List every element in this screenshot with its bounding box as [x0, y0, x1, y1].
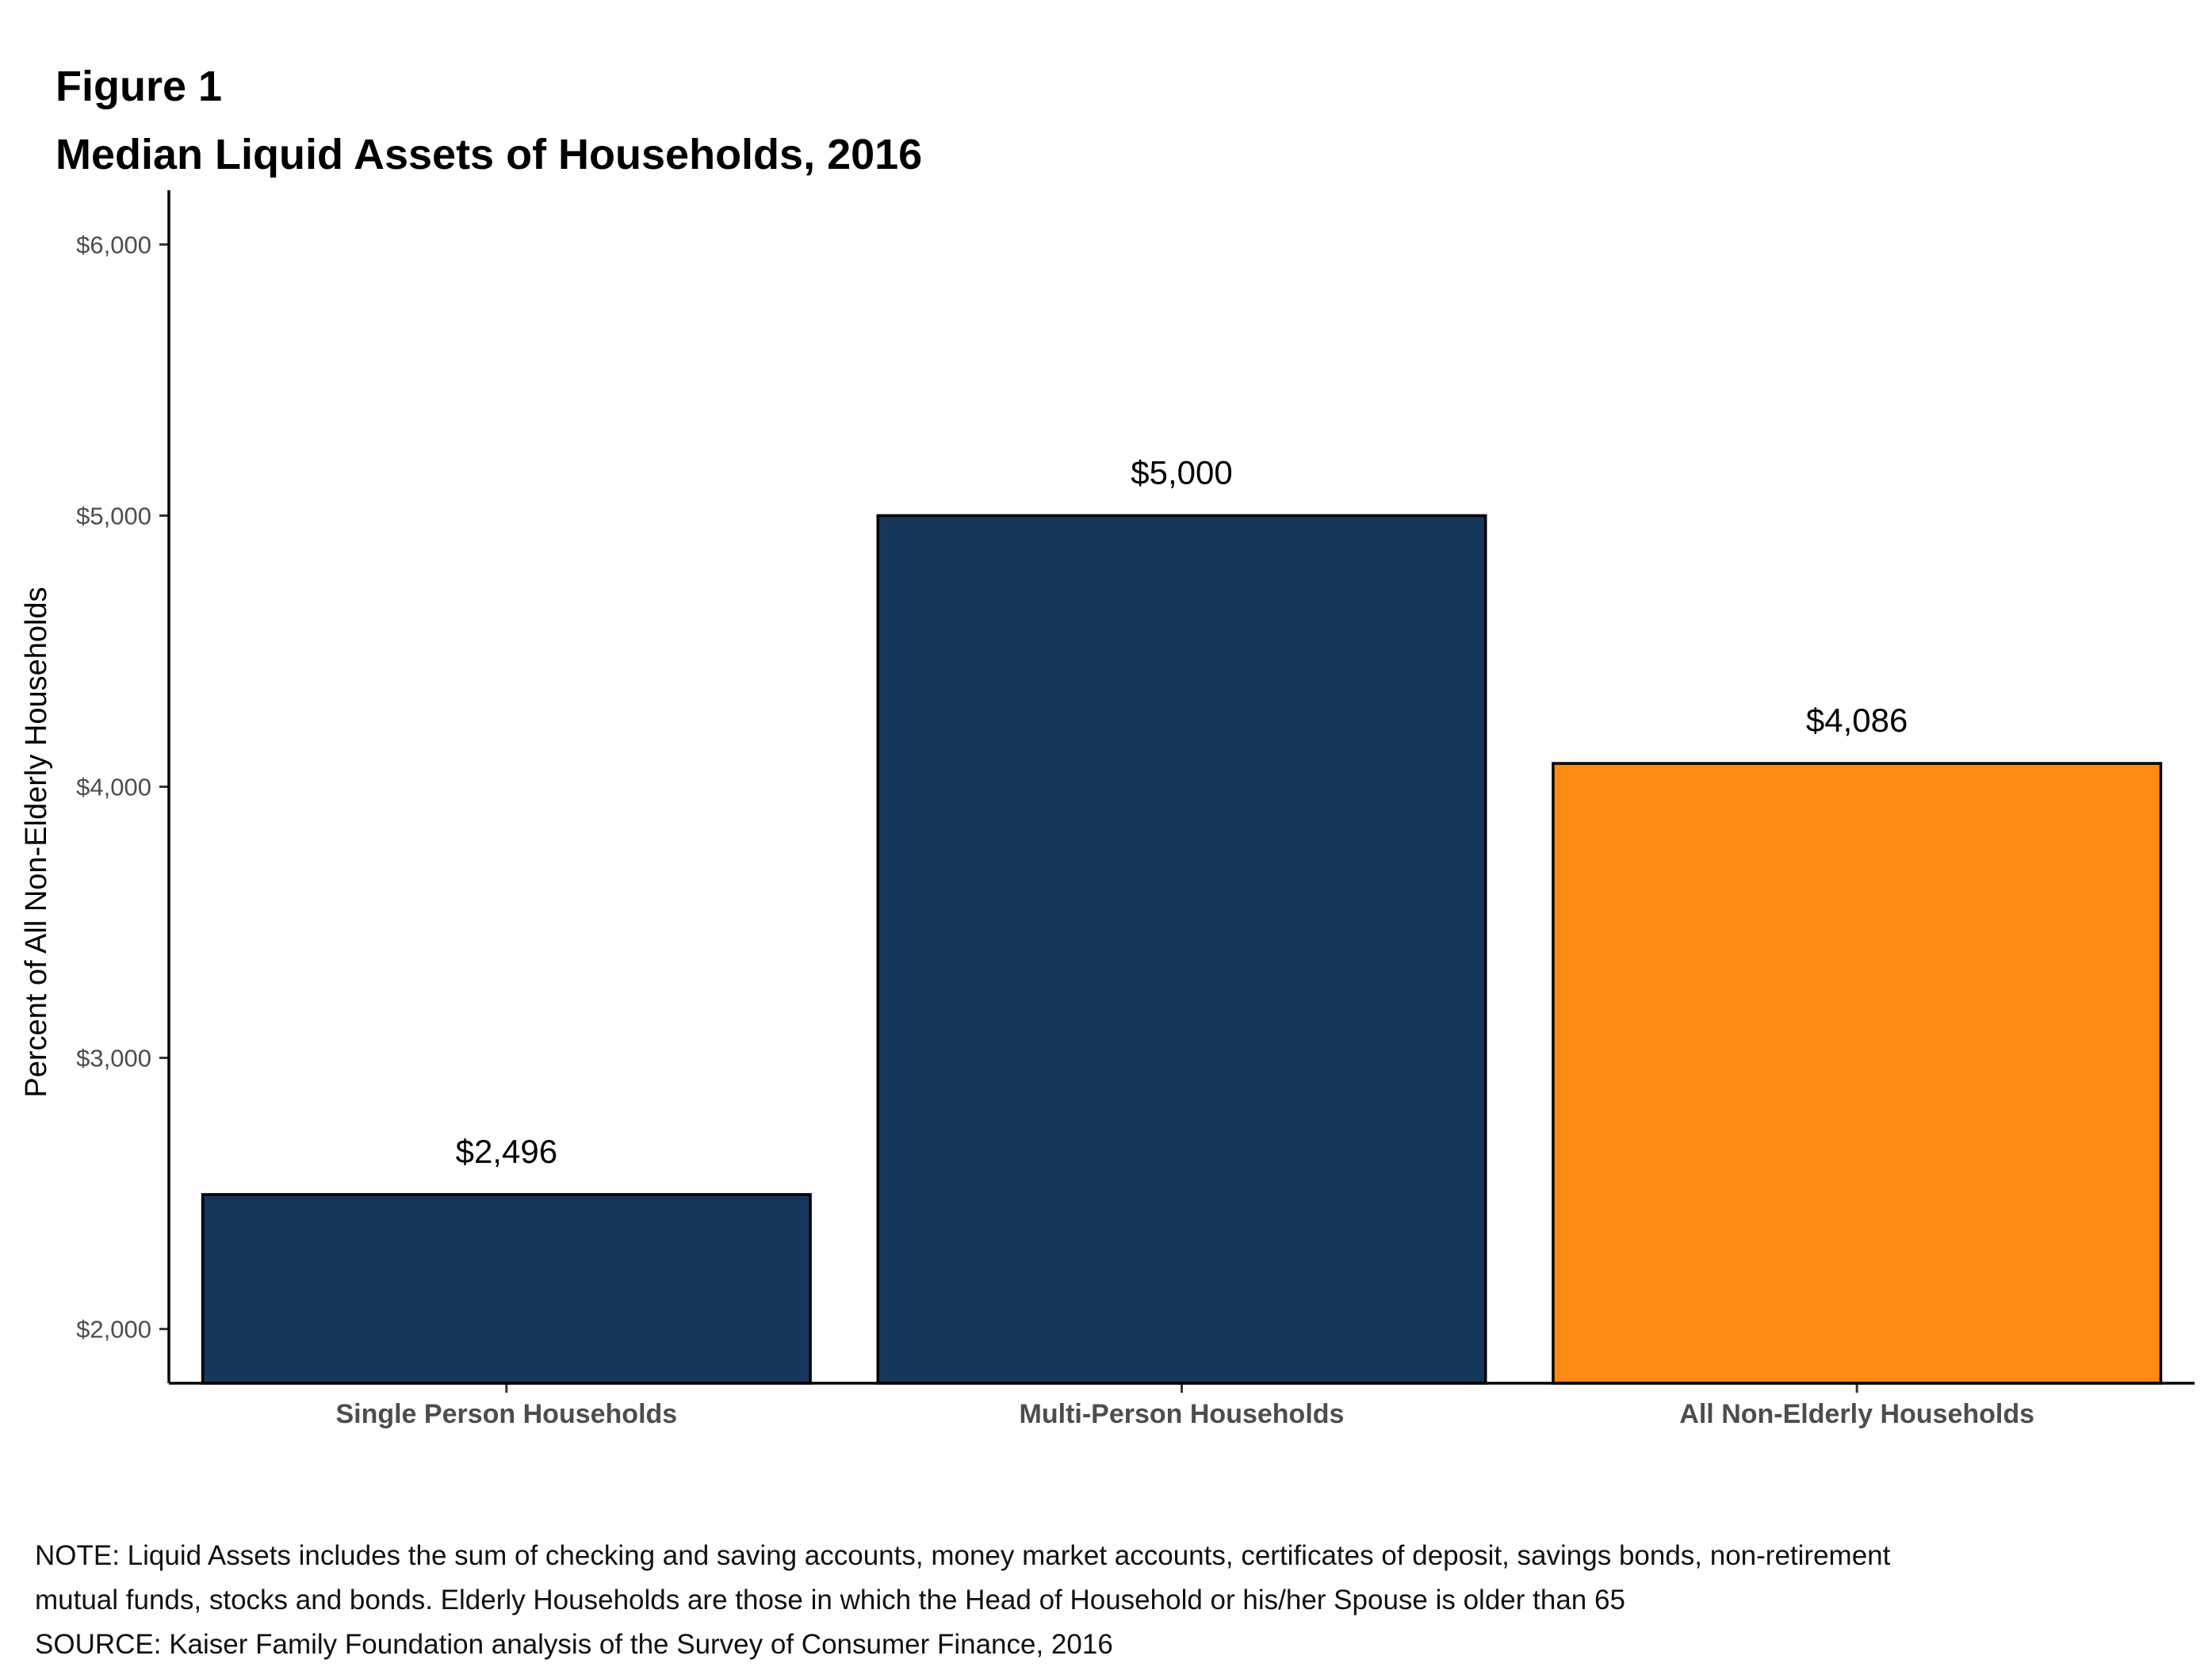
y-tick-label: $4,000 [76, 774, 151, 801]
y-axis-ticks: $2,000 $3,000 $4,000 $5,000 $6,000 [76, 231, 169, 1344]
note-line-1: NOTE: Liquid Assets includes the sum of … [35, 1540, 1891, 1571]
bars: $2,496 $5,000 $4,086 [201, 453, 2163, 1385]
data-label: $4,086 [1806, 702, 1908, 739]
x-axis-ticks: Single Person Households Multi-Person Hou… [335, 1383, 2034, 1429]
bar [201, 1193, 812, 1385]
bar-chart: $2,000 $3,000 $4,000 $5,000 $6,000 $2,496 $5,… [20, 190, 2195, 1429]
y-axis-label: Percent of All Non-Elderly Households [20, 587, 53, 1097]
data-label: $2,496 [456, 1133, 557, 1170]
footnotes: NOTE: Liquid Assets includes the sum of … [35, 1534, 1890, 1667]
y-tick-label: $6,000 [76, 231, 151, 258]
note-line-2: mutual funds, stocks and bonds. Elderly … [35, 1585, 1625, 1615]
y-tick-label: $2,000 [76, 1316, 151, 1344]
chart-title: Median Liquid Assets of Households, 2016 [55, 131, 923, 178]
x-tick-label: All Non-Elderly Households [1679, 1399, 2034, 1429]
x-tick-label: Single Person Households [335, 1399, 677, 1429]
data-label: $5,000 [1131, 453, 1232, 491]
y-tick-label: $3,000 [76, 1045, 151, 1072]
figure-label: Figure 1 [55, 63, 223, 110]
y-tick-label: $5,000 [76, 502, 151, 530]
bar [1552, 762, 2163, 1385]
x-tick-label: Multi-Person Households [1020, 1399, 1345, 1429]
source-line: SOURCE: Kaiser Family Foundation analysi… [35, 1629, 1113, 1660]
bar [876, 514, 1487, 1385]
